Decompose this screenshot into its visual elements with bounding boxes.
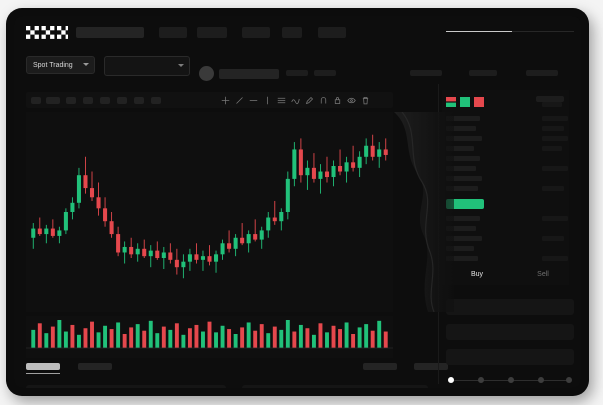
orderbook-bid-size: [542, 236, 564, 241]
timeframe-1h[interactable]: [83, 97, 93, 104]
chevron-down-icon: [83, 63, 89, 66]
timeframe-1w[interactable]: [134, 97, 144, 104]
orderbook-bid-row[interactable]: [446, 216, 480, 221]
panel-divider: [438, 84, 439, 384]
orderbook-ask-size: [542, 116, 568, 121]
tablet-device-frame: Spot Trading: [6, 8, 589, 396]
orderbook-ask-size: [542, 186, 564, 191]
orderbook-bid-row[interactable]: [446, 246, 474, 251]
nav-item-2[interactable]: [197, 27, 227, 38]
lock-icon[interactable]: [333, 96, 342, 105]
total-field[interactable]: [446, 349, 574, 365]
orderbook-bid-size: [542, 216, 568, 221]
candlestick-chart[interactable]: [26, 112, 393, 312]
app-screen: Spot Trading: [14, 16, 581, 388]
timeframe-1m[interactable]: [31, 97, 41, 104]
nav-item-5[interactable]: [318, 27, 346, 38]
orderbook-ask-row[interactable]: [446, 146, 474, 151]
tab-trade-history[interactable]: [363, 363, 397, 370]
orderbook-bid-row[interactable]: [446, 256, 478, 261]
bottom-panel-tabs[interactable]: [26, 361, 448, 373]
price-field[interactable]: [446, 299, 574, 315]
stat-1: [286, 70, 308, 76]
trading-mode-label: Spot Trading: [33, 62, 73, 69]
orderbook-last-price-row[interactable]: [446, 199, 484, 209]
slider-step-75[interactable]: [538, 377, 544, 383]
orderbook-bid-row[interactable]: [446, 236, 482, 241]
sell-tab-underline: [512, 31, 574, 32]
tab-assets[interactable]: [414, 363, 448, 370]
orderbook-ask-size: [542, 146, 562, 151]
summary-card-1[interactable]: [26, 385, 226, 388]
chevron-down-icon: [178, 64, 184, 67]
timeframe-4h[interactable]: [100, 97, 110, 104]
orderbook-ask-row[interactable]: [446, 116, 480, 121]
order-book-view-tabs[interactable]: [446, 94, 564, 107]
fib-icon[interactable]: [277, 96, 286, 105]
trading-pair-selector[interactable]: [104, 56, 190, 76]
buy-tab-underline: [446, 31, 512, 32]
amount-field[interactable]: [446, 324, 574, 340]
timeframe-5m[interactable]: [46, 97, 60, 104]
nav-item-search[interactable]: [76, 27, 144, 38]
slider-step-25[interactable]: [478, 377, 484, 383]
eye-icon[interactable]: [347, 96, 356, 105]
orderbook-bid-size: [542, 256, 568, 261]
orderbook-grouping-selector[interactable]: [536, 96, 564, 102]
orderbook-column-header: [542, 102, 562, 107]
orderbook-bid-row[interactable]: [446, 226, 476, 231]
stat-5: [526, 70, 558, 76]
stat-3: [410, 70, 442, 76]
active-tab-underline: [26, 373, 60, 374]
horizontal-line-icon[interactable]: [249, 96, 258, 105]
top-navigation-bar: [14, 16, 581, 48]
nav-item-1[interactable]: [159, 27, 187, 38]
trading-mode-selector[interactable]: Spot Trading: [26, 56, 95, 74]
orderbook-ask-row[interactable]: [446, 166, 476, 171]
slider-step-0[interactable]: [448, 377, 454, 383]
orderbook-ask-row[interactable]: [446, 186, 478, 191]
slider-step-50[interactable]: [508, 377, 514, 383]
tab-order-history[interactable]: [78, 363, 112, 370]
orderbook-asks-icon[interactable]: [474, 94, 484, 107]
tab-buy[interactable]: Buy: [470, 271, 484, 278]
orderbook-ask-row[interactable]: [446, 136, 482, 141]
coin-avatar: [199, 66, 214, 81]
orderbook-ask-row[interactable]: [446, 156, 480, 161]
pair-price-skeleton: [219, 69, 279, 79]
tab-sell[interactable]: Sell: [537, 271, 549, 278]
volume-chart[interactable]: [26, 316, 393, 358]
brush-icon[interactable]: [305, 96, 314, 105]
orderbook-ask-row[interactable]: [446, 126, 476, 131]
chart-toolbar[interactable]: [26, 92, 393, 108]
wave-icon[interactable]: [291, 96, 300, 105]
orderbook-ask-size: [542, 126, 564, 131]
timeframe-1d[interactable]: [117, 97, 127, 104]
tab-open-orders[interactable]: [26, 363, 60, 370]
trendline-icon[interactable]: [235, 96, 244, 105]
trash-icon[interactable]: [361, 96, 370, 105]
slider-step-100[interactable]: [566, 377, 572, 383]
orderbook-ask-size: [542, 166, 568, 171]
stat-4: [469, 70, 497, 76]
nav-item-4[interactable]: [282, 27, 302, 38]
order-form-tabs[interactable]: Buy Sell: [442, 268, 577, 290]
summary-card-2[interactable]: [242, 385, 428, 388]
stat-2: [314, 70, 336, 76]
orderbook-bids-icon[interactable]: [460, 94, 470, 107]
orderbook-ask-size: [542, 136, 568, 141]
okx-logo[interactable]: [26, 26, 68, 39]
orderbook-all-icon[interactable]: [446, 94, 456, 107]
orderbook-ask-row[interactable]: [446, 176, 482, 181]
timeframe-15m[interactable]: [66, 97, 76, 104]
market-subheader: Spot Trading: [14, 48, 581, 84]
vertical-line-icon[interactable]: [263, 96, 272, 105]
nav-item-3[interactable]: [242, 27, 270, 38]
timeframe-more[interactable]: [151, 97, 161, 104]
crosshair-icon[interactable]: [221, 96, 230, 105]
magnet-icon[interactable]: [319, 96, 328, 105]
